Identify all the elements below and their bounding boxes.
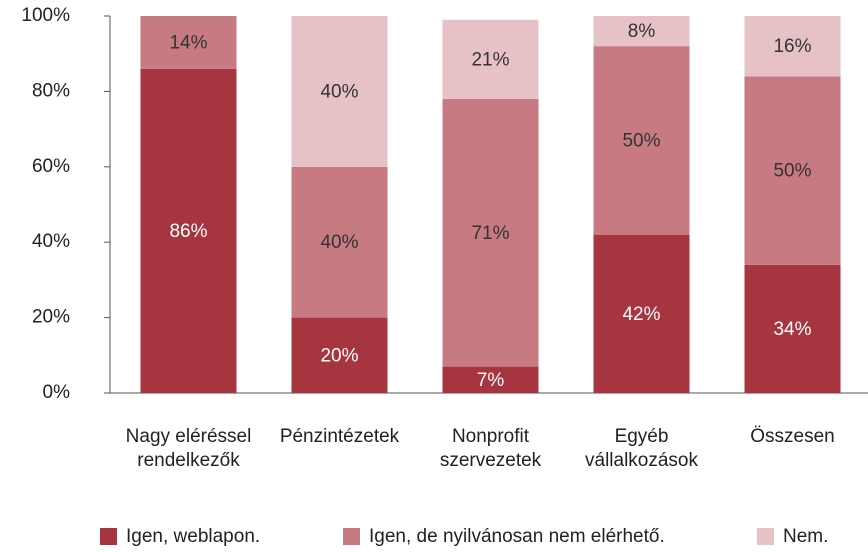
data-label: 20% — [320, 345, 358, 366]
bar-segment — [140, 16, 237, 69]
legend-swatch — [100, 528, 117, 545]
data-label: 34% — [773, 319, 811, 340]
bar-segment — [593, 46, 690, 235]
bar-segment — [291, 166, 388, 318]
x-tick-label: Összesen — [750, 426, 835, 447]
y-tick-label: 80% — [32, 80, 70, 101]
data-label: 8% — [628, 21, 656, 42]
bar-segment — [291, 317, 388, 393]
legend-label: Igen, de nyilvánosan nem elérhető. — [369, 526, 665, 547]
data-label: 16% — [773, 36, 811, 57]
legend-label: Nem. — [783, 526, 828, 547]
data-label: 50% — [773, 161, 811, 182]
data-label: 42% — [622, 304, 660, 325]
data-label: 40% — [320, 232, 358, 253]
y-tick-label: 40% — [32, 231, 70, 252]
data-label: 40% — [320, 81, 358, 102]
data-label: 50% — [622, 130, 660, 151]
x-tick-label: Nagy eléréssel rendelkezők — [125, 426, 252, 471]
x-tick-label: Egyéb vállalkozások — [585, 426, 698, 471]
bar-segment — [442, 19, 539, 99]
data-label: 71% — [471, 223, 509, 244]
data-label: 14% — [169, 32, 207, 53]
data-label: 21% — [471, 49, 509, 70]
data-label: 86% — [169, 221, 207, 242]
legend-swatch — [343, 528, 360, 545]
bar-segment — [593, 16, 690, 47]
x-tick-label: Pénzintézetek — [279, 426, 400, 447]
bar-segment — [442, 366, 539, 393]
bar-segment — [744, 16, 841, 77]
bar-segment — [140, 68, 237, 393]
y-tick-label: 100% — [21, 5, 70, 26]
bar-segment — [744, 76, 841, 265]
legend-label: Igen, weblapon. — [126, 526, 260, 547]
y-tick-label: 60% — [32, 156, 70, 177]
bar-segment — [291, 16, 388, 167]
data-label: 7% — [477, 370, 505, 391]
y-tick-label: 0% — [43, 382, 71, 403]
x-tick-label: Nonprofit szervezetek — [439, 426, 542, 471]
y-tick-label: 20% — [32, 307, 70, 328]
bar-segment — [442, 98, 539, 367]
legend-swatch — [757, 528, 774, 545]
bar-segment — [744, 264, 841, 393]
bar-segment — [593, 234, 690, 393]
